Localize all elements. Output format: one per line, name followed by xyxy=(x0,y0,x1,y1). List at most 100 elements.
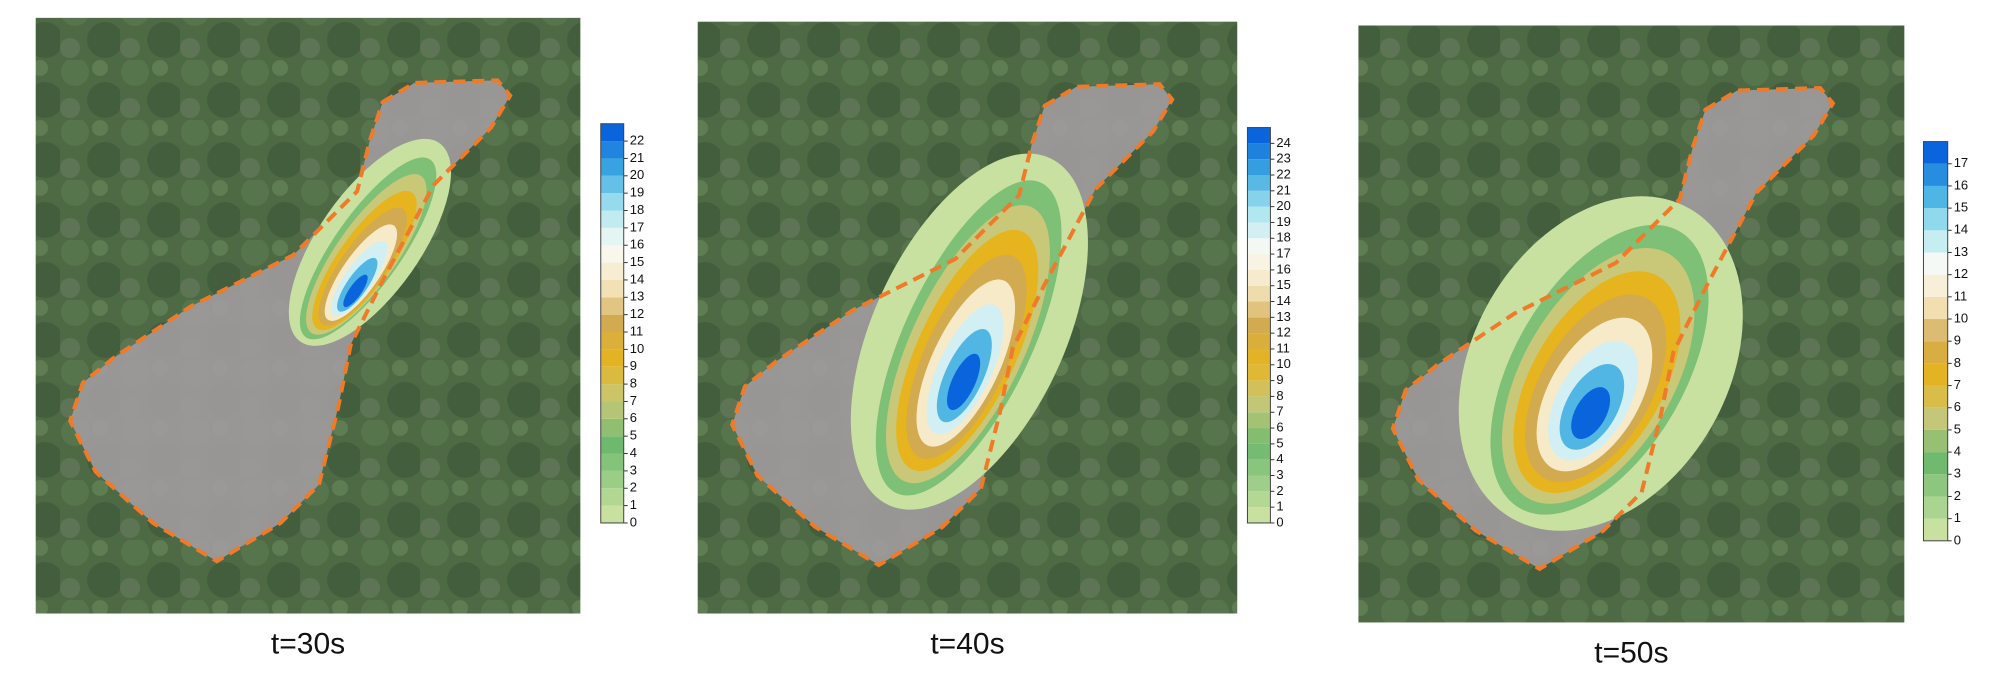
colorbar-label: 12 xyxy=(630,306,644,321)
colorbar-segment xyxy=(1247,317,1271,334)
colorbar-label: 4 xyxy=(630,445,637,460)
colorbar-segment xyxy=(600,349,624,367)
colorbar-label: 18 xyxy=(630,202,644,217)
colorbar-segment xyxy=(1247,507,1271,523)
colorbar-segment xyxy=(1247,333,1271,349)
colorbar-label: 17 xyxy=(1276,246,1290,261)
colorbar-segment xyxy=(600,470,624,489)
colorbar-label: 12 xyxy=(1276,325,1290,340)
colorbar-segment xyxy=(600,332,624,350)
colorbar-label: 9 xyxy=(1954,333,1961,348)
colorbar-label: 12 xyxy=(1954,266,1968,281)
colorbar-label: 4 xyxy=(1954,444,1961,459)
colorbar-segment xyxy=(600,436,624,454)
colorbar-segment xyxy=(1247,190,1271,207)
colorbar-label: 1 xyxy=(1954,510,1961,525)
colorbar-frame xyxy=(1922,141,1949,542)
colorbar-label: 6 xyxy=(1276,419,1283,434)
landslide-outline xyxy=(729,82,1175,568)
colorbar-segment xyxy=(1923,385,1948,408)
colorbar-label: 9 xyxy=(630,358,637,373)
colorbar-label: 18 xyxy=(1276,230,1290,245)
colorbar-label: 10 xyxy=(630,341,644,356)
colorbar-segment xyxy=(1247,143,1271,160)
colorbar-segment xyxy=(600,401,624,419)
colorbar-segment xyxy=(1247,475,1271,492)
colorbar-segment xyxy=(1923,230,1948,253)
colorbar-segment xyxy=(1247,396,1271,413)
colorbar-label: 10 xyxy=(1276,356,1290,371)
colorbar-segment xyxy=(1923,407,1948,430)
colorbar-segment xyxy=(1247,222,1271,239)
colorbar-label: 7 xyxy=(1276,404,1283,419)
colorbar-label: 7 xyxy=(1954,377,1961,392)
colorbar-label: 2 xyxy=(1276,483,1283,498)
colorbar-segment xyxy=(600,505,624,523)
colorbar-label: 7 xyxy=(630,393,637,408)
colorbar-label: 15 xyxy=(630,254,644,269)
caption: t=50s xyxy=(1594,636,1668,669)
colorbar-label: 13 xyxy=(1276,309,1290,324)
colorbar-label: 14 xyxy=(630,271,644,286)
colorbar-segment xyxy=(600,141,624,159)
colorbar-label: 19 xyxy=(1276,214,1290,229)
map-panel: t=40s01234567891011121314151617181920212… xyxy=(697,21,1291,661)
colorbar-segment xyxy=(600,158,624,176)
colorbar-label: 0 xyxy=(1954,532,1961,547)
depth-contour xyxy=(947,353,981,411)
colorbar-frame xyxy=(600,123,625,524)
colorbar-segment xyxy=(1247,348,1271,365)
colorbar-label: 5 xyxy=(630,428,637,443)
colorbar-label: 0 xyxy=(1276,514,1283,529)
colorbar-segment xyxy=(600,297,624,315)
colorbar-segment xyxy=(600,314,624,333)
colorbar-segment xyxy=(1923,141,1948,164)
landslide-outline xyxy=(1390,85,1836,572)
colorbar-label: 5 xyxy=(1954,421,1961,436)
depth-contour xyxy=(343,274,368,308)
colorbar-label: 8 xyxy=(1954,355,1961,370)
colorbar-segment xyxy=(1247,175,1271,191)
colorbar-segment xyxy=(1923,163,1948,186)
colorbar-label: 8 xyxy=(630,376,637,391)
colorbar-segment xyxy=(1247,443,1271,460)
colorbar-segment xyxy=(1247,380,1271,397)
colorbar-label: 10 xyxy=(1954,310,1968,325)
colorbar-label: 15 xyxy=(1954,200,1968,215)
colorbar-label: 6 xyxy=(1954,399,1961,414)
colorbar-segment xyxy=(600,453,624,471)
colorbar-segment xyxy=(600,227,624,246)
colorbar-segment xyxy=(600,245,624,263)
colorbar-segment xyxy=(1247,127,1271,144)
colorbar-label: 8 xyxy=(1276,388,1283,403)
colorbar-segment xyxy=(600,384,624,402)
colorbar-segment xyxy=(1923,474,1948,497)
colorbar-label: 24 xyxy=(1276,135,1290,150)
colorbar-segment xyxy=(600,210,624,228)
colorbar-segment xyxy=(600,418,624,437)
colorbar-label: 17 xyxy=(1954,155,1968,170)
colorbar-label: 20 xyxy=(630,167,644,182)
colorbar-label: 17 xyxy=(630,219,644,234)
colorbar-segment xyxy=(600,488,624,506)
colorbar-segment xyxy=(1247,206,1271,223)
colorbar-segment xyxy=(1247,254,1271,270)
colorbar-segment xyxy=(1923,452,1948,475)
colorbar-label: 4 xyxy=(1276,451,1283,466)
colorbar-label: 11 xyxy=(630,323,644,338)
colorbar-label: 16 xyxy=(1954,177,1968,192)
colorbar-segment xyxy=(1247,269,1271,286)
colorbar-segment xyxy=(600,175,624,194)
colorbar-label: 16 xyxy=(1276,261,1290,276)
colorbar-label: 13 xyxy=(1954,244,1968,259)
colorbar-label: 14 xyxy=(1954,222,1968,237)
colorbar-segment xyxy=(600,262,624,280)
map-panel: t=30s01234567891011121314151617181920212… xyxy=(35,17,644,661)
colorbar-segment xyxy=(1247,301,1271,318)
colorbar-label: 2 xyxy=(630,480,637,495)
colorbar-segment xyxy=(1247,428,1271,444)
colorbar-segment xyxy=(1247,285,1271,302)
colorbar-label: 20 xyxy=(1276,198,1290,213)
